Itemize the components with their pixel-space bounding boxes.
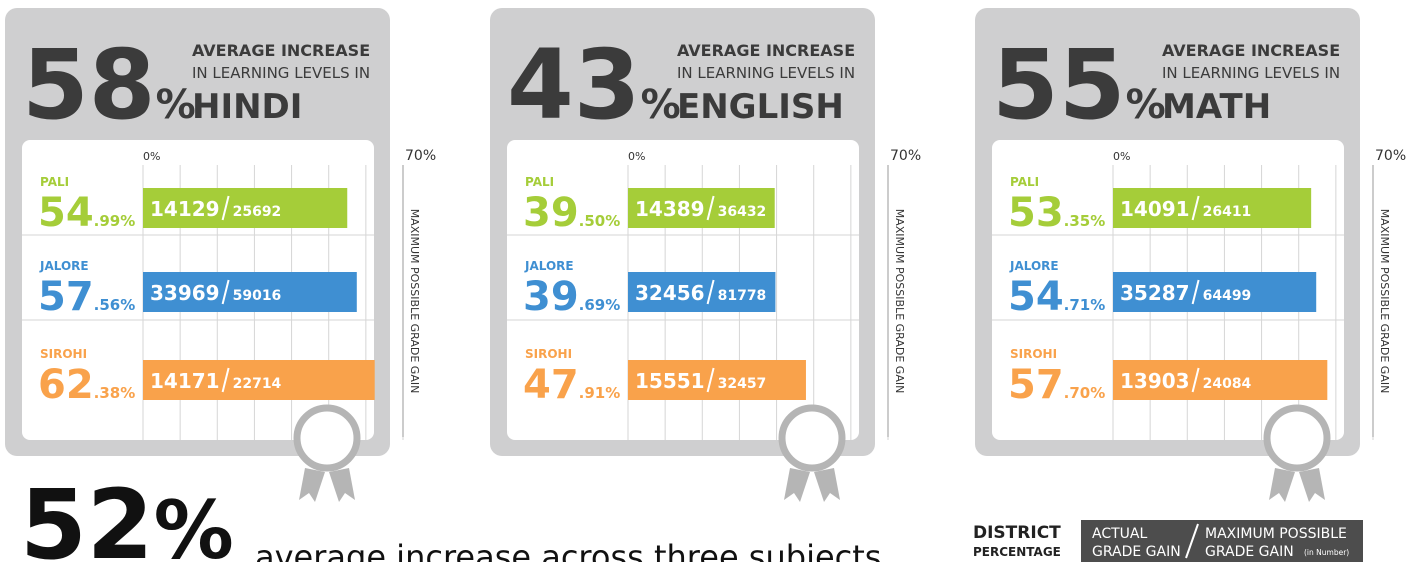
bar — [143, 188, 348, 228]
axis-label: MAXIMUM POSSIBLE GRADE GAIN — [408, 209, 421, 394]
bar — [1113, 188, 1312, 228]
actual-gain: 15551 — [635, 369, 705, 393]
bar — [628, 360, 806, 400]
axis-label: MAXIMUM POSSIBLE GRADE GAIN — [1378, 209, 1391, 394]
x-tick-label: 0% — [143, 150, 160, 163]
category-label: JALORE — [39, 259, 89, 273]
category-label: PALI — [525, 175, 554, 189]
max-gain: 22714 — [233, 376, 282, 392]
subject: ENGLISH — [677, 87, 844, 127]
max-gain: 32457 — [718, 376, 767, 392]
slash — [1191, 279, 1200, 305]
value-label: 53.35% — [1008, 190, 1105, 236]
key-actual: ACTUAL — [1092, 526, 1147, 542]
actual-gain: 13903 — [1120, 369, 1190, 393]
x-tick-label: 70% — [405, 148, 436, 164]
x-tick-label: 70% — [1375, 148, 1406, 164]
value-label: 47.91% — [523, 362, 620, 408]
value-label: 57.56% — [38, 274, 135, 320]
bar — [628, 188, 775, 228]
panel: 58%AVERAGE INCREASE IN LEARNING LEVELS IN… — [5, 8, 436, 502]
subtitle: IN LEARNING LEVELS IN — [192, 64, 370, 82]
axis-label: MAXIMUM POSSIBLE GRADE GAIN — [893, 209, 906, 394]
key-title: DISTRICT — [973, 523, 1061, 543]
value-label: 62.38% — [38, 362, 135, 408]
bar — [143, 272, 357, 312]
max-gain: 81778 — [718, 288, 767, 304]
max-gain: 36432 — [718, 204, 767, 220]
slash — [1191, 367, 1200, 393]
value-label: 57.70% — [1008, 362, 1105, 408]
bar — [1113, 360, 1328, 400]
slash — [706, 367, 715, 393]
x-tick-label: 70% — [890, 148, 921, 164]
category-label: PALI — [1010, 175, 1039, 189]
value-label: 54.71% — [1008, 274, 1105, 320]
panel: 43%AVERAGE INCREASE IN LEARNING LEVELS IN… — [490, 8, 921, 502]
max-gain: 25692 — [233, 204, 282, 220]
key-slash — [1185, 523, 1199, 559]
actual-gain: 35287 — [1120, 281, 1190, 305]
bar — [1113, 272, 1317, 312]
subtitle: AVERAGE INCREASE — [192, 41, 370, 60]
key-note: (in Number) — [1304, 548, 1349, 557]
subtitle: AVERAGE INCREASE — [1162, 41, 1340, 60]
headline: 55% — [992, 29, 1166, 141]
max-gain: 64499 — [1203, 288, 1252, 304]
summary-value: 52% — [20, 469, 234, 562]
slash — [221, 367, 230, 393]
actual-gain: 14171 — [150, 369, 220, 393]
subtitle: IN LEARNING LEVELS IN — [677, 64, 855, 82]
x-tick-label: 0% — [1113, 150, 1130, 163]
category-label: PALI — [40, 175, 69, 189]
summary-text: average increase across three subjects — [255, 538, 881, 562]
actual-gain: 14389 — [635, 197, 705, 221]
category-label: SIROHI — [1010, 347, 1057, 361]
slash — [1191, 195, 1200, 221]
actual-gain: 33969 — [150, 281, 220, 305]
category-label: JALORE — [1009, 259, 1059, 273]
value-label: 39.69% — [523, 274, 620, 320]
actual-gain: 14091 — [1120, 197, 1190, 221]
panel: 55%AVERAGE INCREASE IN LEARNING LEVELS IN… — [975, 8, 1406, 502]
key-actual: GRADE GAIN — [1092, 544, 1181, 560]
key-maximum: GRADE GAIN — [1205, 544, 1294, 560]
slash — [706, 279, 715, 305]
slash — [221, 195, 230, 221]
ribbon-icon — [1267, 408, 1327, 502]
slash — [221, 279, 230, 305]
value-label: 54.99% — [38, 190, 135, 236]
max-gain: 26411 — [1203, 204, 1252, 220]
ribbon-icon — [782, 408, 842, 502]
max-gain: 59016 — [233, 288, 282, 304]
actual-gain: 14129 — [150, 197, 220, 221]
slash — [706, 195, 715, 221]
category-label: SIROHI — [40, 347, 87, 361]
headline: 43% — [507, 29, 681, 141]
max-gain: 24084 — [1203, 376, 1252, 392]
subject: HINDI — [192, 87, 302, 127]
bar — [143, 360, 375, 400]
actual-gain: 32456 — [635, 281, 705, 305]
x-tick-label: 0% — [628, 150, 645, 163]
category-label: JALORE — [524, 259, 574, 273]
headline: 58% — [22, 29, 196, 141]
category-label: SIROHI — [525, 347, 572, 361]
subtitle: AVERAGE INCREASE — [677, 41, 855, 60]
key-maximum: MAXIMUM POSSIBLE — [1205, 526, 1347, 542]
value-label: 39.50% — [523, 190, 620, 236]
key-box — [1081, 520, 1363, 562]
subtitle: IN LEARNING LEVELS IN — [1162, 64, 1340, 82]
ribbon-icon — [297, 408, 357, 502]
key-subtitle: PERCENTAGE — [973, 545, 1061, 559]
bar — [628, 272, 776, 312]
subject: MATH — [1162, 87, 1271, 127]
